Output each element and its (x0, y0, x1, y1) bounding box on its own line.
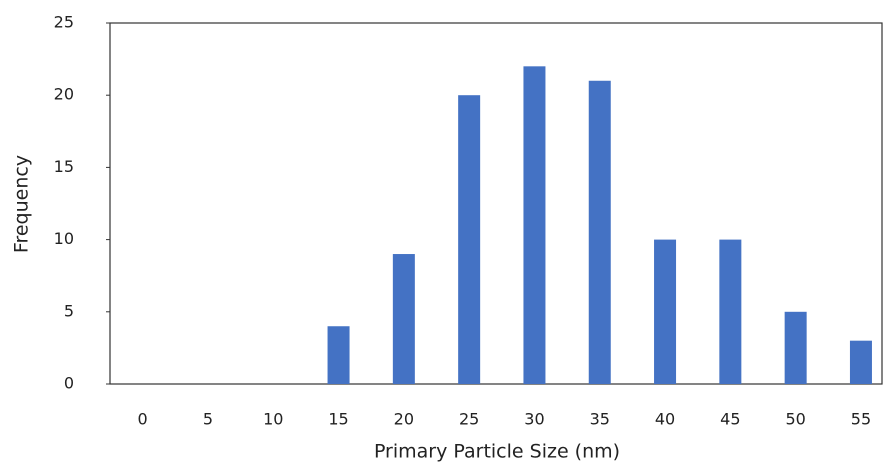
chart: Primary Particle Size (nm) Frequency 0 5 1… (0, 0, 883, 466)
bar (458, 95, 480, 384)
x-tick-label: 5 (203, 410, 213, 429)
bar (523, 66, 545, 384)
bar (328, 326, 350, 384)
x-tick-label: 40 (655, 410, 675, 429)
plot-frame (110, 23, 882, 384)
x-tick-label: 30 (524, 410, 544, 429)
page: Primary Particle Size (nm) Frequency 0 5 1… (0, 0, 883, 466)
bar (654, 240, 676, 384)
bar (785, 312, 807, 384)
x-tick-label: 20 (394, 410, 414, 429)
x-axis-title: Primary Particle Size (nm) (374, 441, 620, 463)
x-tick-label: 35 (590, 410, 610, 429)
bar (393, 254, 415, 384)
x-tick-label: 15 (328, 410, 348, 429)
x-tick-label: 0 (138, 410, 148, 429)
y-tick-label: 25 (54, 13, 74, 32)
bar (589, 81, 611, 384)
y-tick-label: 10 (54, 229, 74, 248)
x-tick-label: 45 (720, 410, 740, 429)
x-tick-label: 10 (263, 410, 283, 429)
y-axis-title: Frequency (11, 155, 33, 253)
y-tick-label: 0 (64, 374, 74, 393)
x-tick-label: 55 (851, 410, 871, 429)
bar (850, 341, 872, 384)
y-tick-label: 20 (54, 85, 74, 104)
x-tick-label: 50 (785, 410, 805, 429)
y-tick-label: 15 (54, 157, 74, 176)
x-tick-label: 25 (459, 410, 479, 429)
y-tick-label: 5 (64, 301, 74, 320)
bar (719, 240, 741, 384)
